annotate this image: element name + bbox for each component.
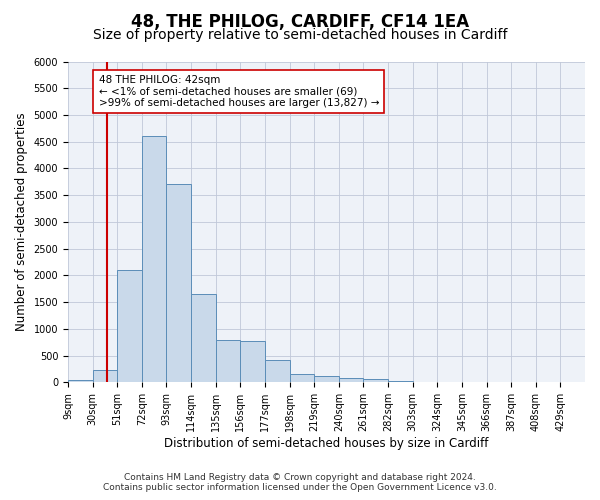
Bar [339,378,364,382]
Bar [388,380,413,382]
Bar [290,374,314,382]
Text: 48, THE PHILOG, CARDIFF, CF14 1EA: 48, THE PHILOG, CARDIFF, CF14 1EA [131,12,469,30]
Text: 48 THE PHILOG: 42sqm
← <1% of semi-detached houses are smaller (69)
>99% of semi: 48 THE PHILOG: 42sqm ← <1% of semi-detac… [98,75,379,108]
Text: Size of property relative to semi-detached houses in Cardiff: Size of property relative to semi-detach… [93,28,507,42]
Bar [92,370,117,382]
Text: Contains HM Land Registry data © Crown copyright and database right 2024.
Contai: Contains HM Land Registry data © Crown c… [103,473,497,492]
Bar [314,376,339,382]
Bar [142,136,166,382]
Bar [117,270,142,382]
Bar [265,360,290,382]
Y-axis label: Number of semi-detached properties: Number of semi-detached properties [15,112,28,331]
Bar [166,184,191,382]
Bar [241,340,265,382]
Bar [216,340,241,382]
X-axis label: Distribution of semi-detached houses by size in Cardiff: Distribution of semi-detached houses by … [164,437,489,450]
Bar [68,380,92,382]
Bar [191,294,216,382]
Bar [364,380,388,382]
